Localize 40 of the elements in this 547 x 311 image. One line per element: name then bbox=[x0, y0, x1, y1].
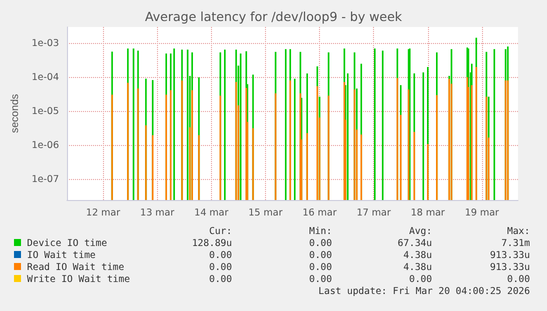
x-tick-label: 16 mar bbox=[302, 208, 337, 218]
text: 0.00 bbox=[209, 274, 232, 286]
text: 4.38u bbox=[403, 250, 432, 262]
y-tick-label: 1e-04 bbox=[32, 72, 59, 83]
text: 67.34u bbox=[398, 238, 432, 250]
chart-title: Average latency for /dev/loop9 - by week bbox=[144, 9, 403, 24]
text: Cur: bbox=[209, 226, 232, 238]
text: Max: bbox=[507, 226, 530, 238]
text: 4.38u bbox=[403, 262, 432, 274]
x-tick-label: 13 mar bbox=[140, 208, 174, 218]
text: 0.00 bbox=[309, 274, 332, 286]
text: 0.00 bbox=[309, 250, 332, 262]
text: 128.89u bbox=[192, 238, 232, 250]
y-tick-label: 1e-03 bbox=[32, 38, 59, 49]
text: 0.00 bbox=[507, 274, 530, 286]
text: Min: bbox=[309, 226, 332, 238]
x-tick-label: 14 mar bbox=[194, 208, 228, 218]
legend-label: Device IO time bbox=[26, 238, 108, 250]
text: 913.33u bbox=[490, 250, 530, 262]
y-axis-title: seconds bbox=[9, 94, 22, 134]
text: 913.33u bbox=[490, 262, 530, 274]
text: Last update: Fri Mar 20 04:00:25 2026 bbox=[318, 286, 530, 298]
y-tick-label: 1e-05 bbox=[32, 106, 59, 117]
legend-label: Write IO Wait time bbox=[26, 274, 130, 286]
x-tick-label: 17 mar bbox=[356, 208, 391, 218]
text: Avg: bbox=[409, 226, 432, 238]
x-tick-label: 18 mar bbox=[410, 208, 445, 218]
text: 0.00 bbox=[209, 262, 232, 274]
text: 0.00 bbox=[309, 238, 332, 250]
text: 0.00 bbox=[409, 274, 432, 286]
y-tick-label: 1e-06 bbox=[32, 140, 59, 151]
text: 0.00 bbox=[309, 262, 332, 274]
legend-label: IO Wait time bbox=[26, 250, 96, 262]
x-tick-label: 19 mar bbox=[464, 208, 500, 218]
x-tick-label: 15 mar bbox=[248, 208, 283, 218]
y-tick-label: 1e-07 bbox=[32, 174, 59, 185]
text: 0.00 bbox=[209, 250, 232, 262]
x-tick-label: 12 mar bbox=[86, 208, 120, 218]
text: 7.31m bbox=[501, 238, 530, 250]
legend-label: Read IO Wait time bbox=[26, 262, 124, 274]
